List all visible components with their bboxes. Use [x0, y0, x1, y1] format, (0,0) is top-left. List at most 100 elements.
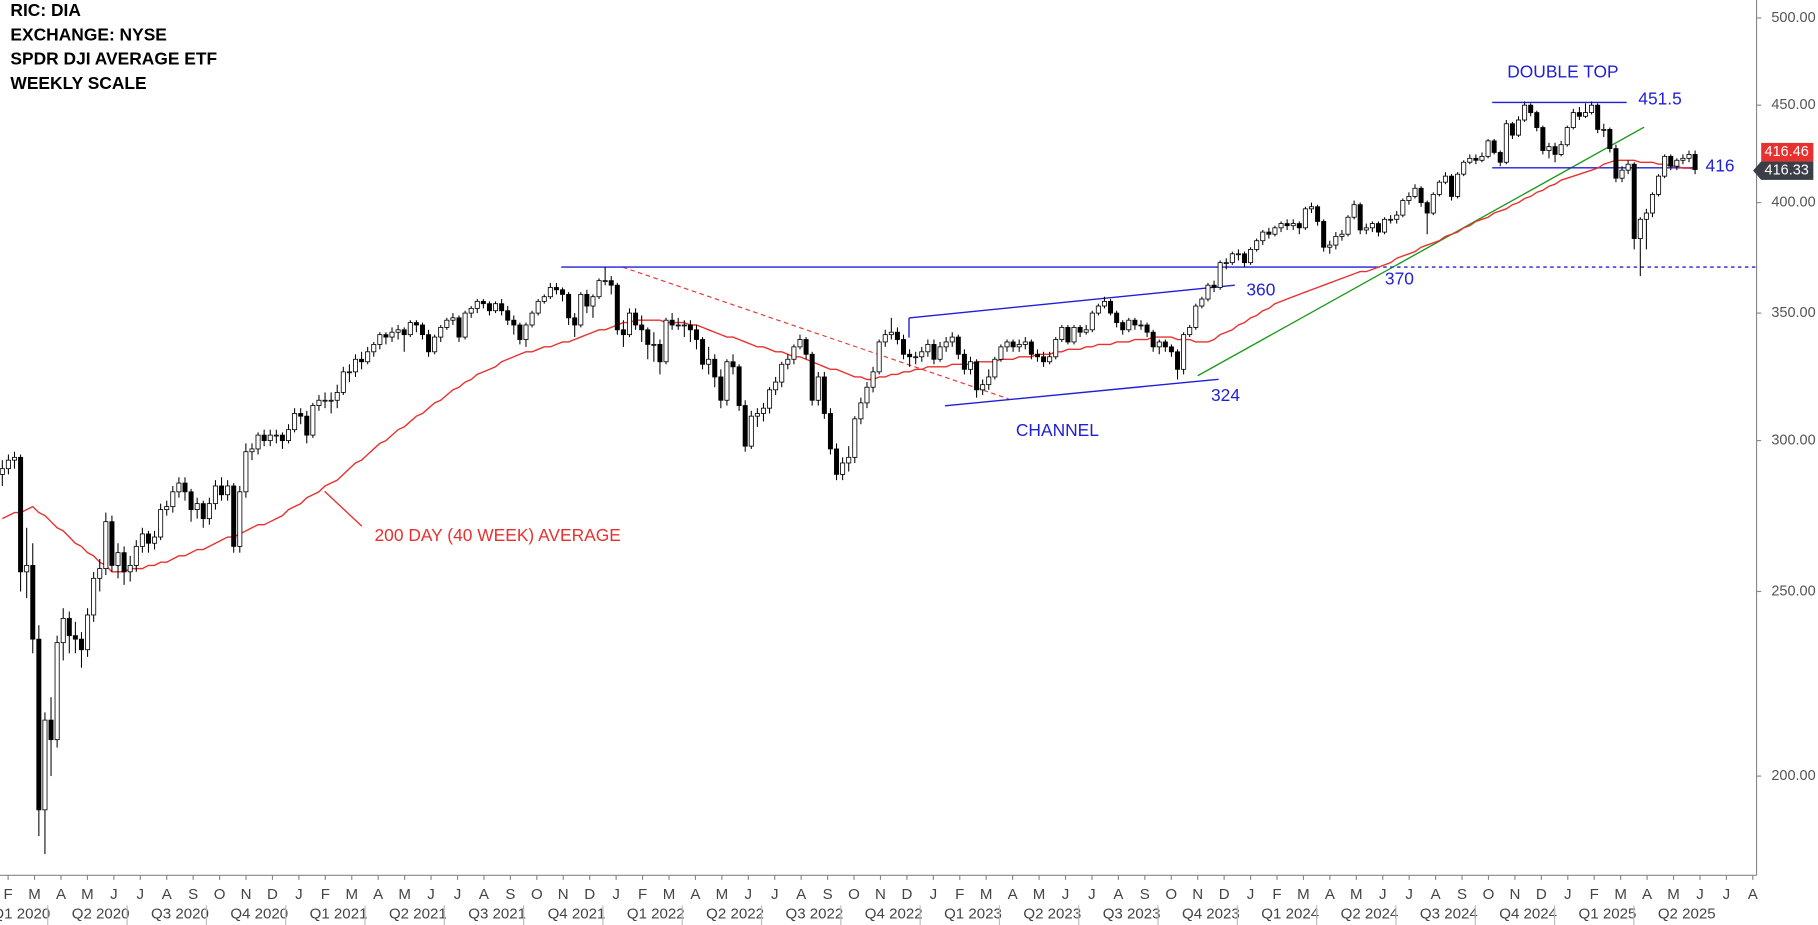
candle-body	[1607, 129, 1613, 149]
candle-body	[1235, 253, 1241, 256]
candle-body	[1266, 231, 1272, 235]
candle-body	[1296, 223, 1302, 229]
x-tick-label: S	[188, 886, 198, 903]
candle-body	[760, 407, 766, 414]
candle-body	[1041, 356, 1047, 363]
candle-body	[1382, 218, 1388, 233]
quarter-label: Q2 2021	[389, 906, 447, 923]
quarter-label: Q4 2024	[1499, 906, 1557, 923]
candle-body	[377, 334, 383, 345]
x-tick-label: J	[1723, 886, 1731, 903]
header-line: EXCHANGE: NYSE	[10, 24, 166, 44]
candle-body	[608, 280, 614, 286]
candle-body	[1613, 148, 1619, 179]
annotation: CHANNEL	[1016, 420, 1099, 440]
candle-body	[633, 312, 639, 326]
candle-body	[1516, 119, 1522, 136]
candle-body	[212, 485, 218, 505]
candle-body	[754, 413, 760, 417]
candle-body	[85, 614, 91, 651]
quarter-label: Q2 2025	[1658, 906, 1716, 923]
x-tick-label: J	[1564, 886, 1572, 903]
x-tick-label: M	[28, 886, 41, 903]
candle-body	[36, 638, 42, 811]
candle-body	[359, 358, 365, 363]
x-tick-label: M	[1033, 886, 1046, 903]
candle-body	[474, 300, 480, 309]
candle-body	[103, 521, 109, 570]
channel-lower-line	[944, 378, 1219, 407]
level-label: 451.5	[1638, 89, 1682, 109]
candle-body	[560, 289, 566, 295]
candle-body	[170, 491, 176, 508]
candle-body	[1205, 284, 1211, 300]
quarter-label: Q4 2020	[230, 906, 288, 923]
candle-body	[1059, 326, 1065, 340]
candle-body	[426, 334, 432, 353]
candle-body	[657, 344, 663, 363]
candle-body	[693, 329, 699, 340]
candle-body	[998, 346, 1004, 360]
candle-body	[1034, 353, 1040, 358]
candle-body	[852, 418, 858, 458]
x-tick-label: M	[1297, 886, 1310, 903]
candle-body	[834, 448, 840, 475]
x-tick-label: S	[505, 886, 515, 903]
candle-body	[42, 719, 48, 811]
channel-upper-line	[908, 284, 1235, 319]
candle-body	[1449, 175, 1455, 197]
candle-body	[1126, 319, 1132, 331]
quarter-label: Q2 2023	[1023, 906, 1081, 923]
quarter-label: Q3 2020	[151, 906, 209, 923]
candle-body	[1168, 346, 1174, 353]
candle-body	[225, 485, 231, 496]
candle-body	[779, 363, 785, 383]
header-line: RIC: DIA	[10, 0, 81, 20]
candle-body	[742, 405, 748, 447]
candle-body	[261, 434, 267, 442]
candle-body	[1674, 159, 1680, 167]
candle-body	[1375, 223, 1381, 233]
candle-body	[730, 361, 736, 368]
candle-body	[602, 280, 608, 282]
candle-body	[639, 324, 645, 331]
candle-body	[992, 358, 998, 378]
candle-body	[255, 434, 261, 450]
candle-body	[949, 336, 955, 343]
candle-body	[133, 545, 139, 566]
candle-body	[712, 358, 718, 378]
ma-pointer	[324, 490, 363, 527]
candle-body	[5, 459, 11, 470]
candle-body	[578, 293, 584, 326]
candle-body	[974, 361, 980, 391]
candle-body	[237, 491, 243, 547]
candle-body	[1175, 351, 1181, 370]
quarter-label: Q1 2022	[627, 906, 685, 923]
candle-body	[1406, 196, 1412, 201]
x-tick-label: O	[531, 886, 543, 903]
candle-body	[1053, 339, 1059, 358]
candle-body	[590, 296, 596, 307]
candle-body	[1412, 187, 1418, 197]
x-tick-label: J	[745, 886, 753, 903]
x-tick-label: J	[1247, 886, 1255, 903]
x-tick-label: D	[1536, 886, 1547, 903]
candle-body	[334, 392, 340, 401]
candle-body	[1144, 324, 1150, 333]
candle-body	[1089, 312, 1095, 331]
candle-body	[1589, 104, 1595, 113]
quarter-label: Q4 2021	[548, 906, 606, 923]
candle-body	[1662, 155, 1668, 177]
candle-body	[1101, 300, 1107, 307]
quarter-label: Q3 2021	[468, 906, 526, 923]
candle-body	[1497, 152, 1503, 163]
x-tick-label: J	[1062, 886, 1070, 903]
moving-average-line	[2, 159, 1696, 573]
x-tick-label: O	[848, 886, 860, 903]
candle-body	[894, 331, 900, 340]
x-tick-label: M	[81, 886, 94, 903]
candle-body	[127, 564, 133, 573]
candle-body	[188, 491, 194, 511]
quarter-label: Q2 2024	[1341, 906, 1399, 923]
candle-body	[651, 344, 657, 346]
